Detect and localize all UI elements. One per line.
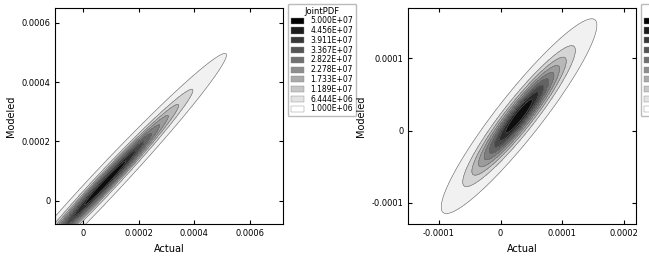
Y-axis label: Modeled: Modeled	[356, 96, 366, 137]
X-axis label: Actual: Actual	[507, 244, 537, 254]
Y-axis label: Modeled: Modeled	[6, 96, 16, 137]
Legend: 5.000E+08, 4.456E+08, 3.911E+08, 3.367E+08, 2.822E+08, 2.278E+08, 1.733E+08, 1.1: 5.000E+08, 4.456E+08, 3.911E+08, 3.367E+…	[641, 4, 649, 116]
Legend: 5.000E+07, 4.456E+07, 3.911E+07, 3.367E+07, 2.822E+07, 2.278E+07, 1.733E+07, 1.1: 5.000E+07, 4.456E+07, 3.911E+07, 3.367E+…	[288, 4, 356, 116]
X-axis label: Actual: Actual	[154, 244, 184, 254]
